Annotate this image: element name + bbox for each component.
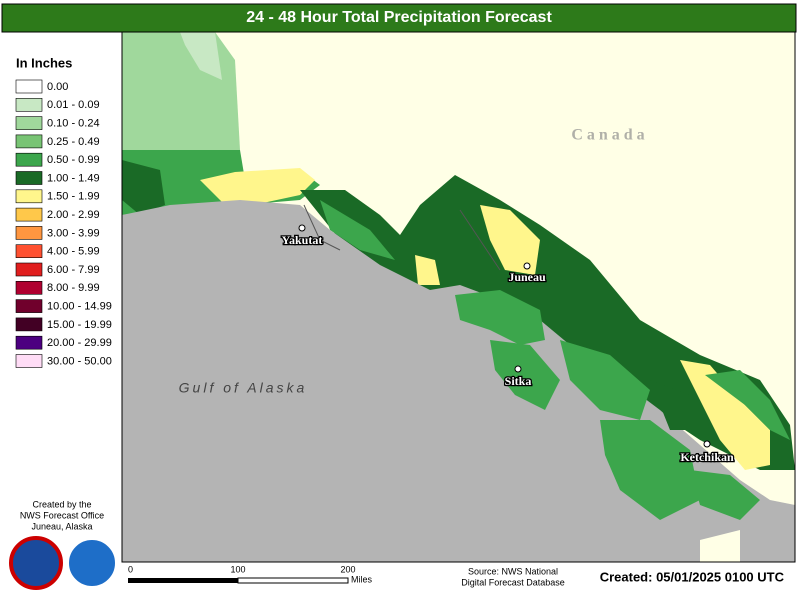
place-label: Juneau — [508, 270, 546, 284]
precip-area — [320, 200, 395, 260]
island — [455, 290, 545, 345]
title-bar — [1, 3, 797, 33]
legend-label: 20.00 - 29.99 — [47, 337, 112, 349]
legend-label: 6.00 - 7.99 — [47, 264, 100, 276]
legend-swatch — [15, 335, 43, 350]
credit-line: Juneau, Alaska — [31, 521, 92, 531]
legend-swatch — [15, 280, 43, 295]
scale-bar: 0 100 200 Miles — [128, 564, 373, 584]
scale-segment — [237, 577, 349, 584]
legend-label: 0.00 — [47, 81, 68, 93]
island — [600, 420, 700, 520]
map: Canada Gulf of Alaska Yakutat Juneau Sit… — [121, 31, 796, 563]
map-frame — [121, 31, 796, 563]
legend-label: 30.00 - 50.00 — [47, 355, 112, 367]
legend-label: 0.25 - 0.49 — [47, 136, 100, 148]
legend-label: 4.00 - 5.99 — [47, 246, 100, 258]
noaa-logo — [67, 538, 117, 588]
legend-swatch — [15, 152, 43, 167]
legend-label: 1.00 - 1.49 — [47, 172, 100, 184]
legend-label: 0.10 - 0.24 — [47, 118, 100, 130]
legend-label: 0.50 - 0.99 — [47, 154, 100, 166]
place-label: Sitka — [505, 374, 532, 388]
scale-label: 200 — [340, 564, 355, 574]
precip-area — [480, 205, 540, 275]
legend-swatch — [15, 189, 43, 204]
nws-logo — [9, 536, 63, 590]
legend-label: 15.00 - 19.99 — [47, 319, 112, 331]
place-marker — [298, 224, 306, 232]
source-line: Source: NWS National — [468, 566, 558, 576]
legend-swatch — [15, 244, 43, 258]
legend-swatch — [15, 171, 43, 185]
legend-title: In Inches — [16, 55, 72, 70]
legend-swatch — [15, 299, 43, 313]
place-label: Yakutat — [282, 233, 323, 247]
place-marker — [523, 262, 531, 270]
created-stamp: Created: 05/01/2025 0100 UTC — [600, 569, 785, 584]
title: 24 - 48 Hour Total Precipitation Forecas… — [246, 9, 552, 26]
scale-unit: Miles — [351, 574, 373, 584]
island — [650, 380, 700, 430]
legend-label: 1.50 - 1.99 — [47, 191, 100, 203]
legend-swatch — [15, 116, 43, 130]
island — [490, 340, 560, 410]
precip-area — [180, 32, 222, 80]
legend-label: 2.00 - 2.99 — [47, 209, 100, 221]
legend: In Inches 0.00 0.01 - 0.09 0.10 - 0.24 0.25… — [15, 55, 112, 368]
legend-label: 8.00 - 9.99 — [47, 282, 100, 294]
channel — [459, 209, 501, 271]
legend-swatch — [15, 354, 43, 368]
island — [560, 340, 650, 420]
legend-swatch — [15, 226, 43, 240]
place-marker — [703, 440, 711, 448]
precip-area — [705, 370, 790, 440]
region-label: Canada — [571, 127, 648, 144]
scale-label: 0 — [128, 564, 133, 574]
precip-area — [200, 168, 315, 210]
place-marker — [514, 365, 522, 373]
scale-label: 100 — [230, 564, 245, 574]
legend-swatch — [15, 317, 43, 332]
legend-label: 3.00 - 3.99 — [47, 227, 100, 239]
legend-label: 0.01 - 0.09 — [47, 99, 100, 111]
precip-area — [122, 160, 165, 215]
legend-label: 10.00 - 14.99 — [47, 301, 112, 313]
land — [700, 530, 740, 562]
region-label: Gulf of Alaska — [179, 380, 308, 396]
legend-swatch — [15, 262, 43, 277]
island — [690, 470, 760, 520]
legend-swatch — [15, 207, 43, 222]
credit-line: NWS Forecast Office — [20, 510, 104, 520]
precip-area — [680, 360, 770, 470]
legend-swatch — [15, 79, 43, 94]
place-label: Ketchikan — [680, 450, 734, 464]
scale-segment — [128, 578, 238, 583]
legend-swatch — [15, 98, 43, 112]
precip-area — [415, 255, 440, 285]
source-line: Digital Forecast Database — [461, 577, 565, 587]
channel — [303, 204, 341, 251]
legend-swatch — [15, 134, 43, 149]
credit-line: Created by the — [32, 499, 91, 509]
